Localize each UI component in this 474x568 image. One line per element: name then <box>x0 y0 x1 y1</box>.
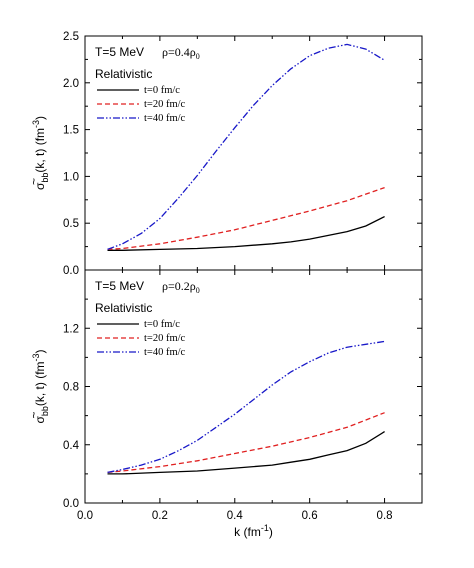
y-axis-label-tilde: ~ <box>27 411 41 418</box>
y-tick-label: 1.5 <box>63 125 79 137</box>
annotation-temperature: T=5 MeV <box>95 45 144 59</box>
x-tick-label: 0.8 <box>377 510 393 522</box>
series-line-t-0-fm-c <box>107 431 385 475</box>
y-axis-label-sup: -3 <box>31 120 41 128</box>
legend-label: t=20 fm/c <box>144 333 186 344</box>
legend-label: t=0 fm/c <box>144 319 180 330</box>
y-tick-label: 2.5 <box>63 31 79 43</box>
y-tick-label: 1.0 <box>63 171 79 183</box>
y-axis-label-symbol: σ <box>33 416 47 424</box>
legend-label: t=0 fm/c <box>144 85 180 96</box>
annotation-density-text: ρ=0.2ρ <box>162 279 196 293</box>
x-axis-label-close: ) <box>269 525 273 539</box>
y-axis-label-text: (k, t) (fm <box>33 128 47 173</box>
annotation-density: ρ=0.4ρ0 <box>162 45 200 61</box>
y-axis-label-tilde: ~ <box>27 178 41 185</box>
x-axis-label: k (fm-1) <box>234 523 273 539</box>
annotation-temperature: T=5 MeV <box>95 279 144 293</box>
series-line-t-40-fm-c <box>107 43 385 251</box>
annotation-density-sub: 0 <box>196 52 200 61</box>
x-tick-label: 0.2 <box>152 510 168 522</box>
y-axis-label: σbb(k, t) (fm-3) <box>31 116 50 190</box>
y-tick-label: 0.8 <box>63 382 79 394</box>
y-tick-label: 2.0 <box>63 78 79 90</box>
annotation-density-sub: 0 <box>196 286 200 295</box>
annotation-density: ρ=0.2ρ0 <box>162 279 200 295</box>
annotation-density-text: ρ=0.4ρ <box>162 45 196 59</box>
y-axis-label-sub: bb <box>40 173 50 183</box>
legend-label: t=40 fm/c <box>144 113 186 124</box>
series-line-t-20-fm-c <box>107 186 385 251</box>
y-axis-label: σbb(k, t) (fm-3) <box>31 349 50 423</box>
annotation-model: Relativistic <box>95 67 152 81</box>
y-axis-label-sub: bb <box>40 406 50 416</box>
series-line-t-40-fm-c <box>107 340 385 474</box>
y-axis-label-close: ) <box>33 349 47 353</box>
bottom-panel: 0.0 0.2 0.4 0.6 0.8 k (fm-1) 0.0 0.4 0.8 1.2 σbb(k… <box>27 269 423 539</box>
y-axis-label-symbol: σ <box>33 182 47 190</box>
y-tick-label: 0.0 <box>63 265 79 277</box>
legend-label: t=20 fm/c <box>144 99 186 110</box>
y-axis-label-sup: -3 <box>31 353 41 361</box>
x-axis-label-text: k (fm <box>234 525 261 539</box>
legend-label: t=40 fm/c <box>144 347 186 358</box>
y-axis-label-text: (k, t) (fm <box>33 361 47 406</box>
y-tick-label: 0.4 <box>63 440 80 452</box>
annotation-model: Relativistic <box>95 301 152 315</box>
y-tick-label: 0.5 <box>63 218 79 230</box>
x-tick-label: 0.4 <box>227 510 244 522</box>
y-axis-label-close: ) <box>33 116 47 120</box>
x-tick-label: 0.0 <box>77 510 93 522</box>
series-line-t-0-fm-c <box>107 216 385 251</box>
series-line-t-20-fm-c <box>107 412 385 474</box>
x-axis-label-sup: -1 <box>261 523 269 533</box>
y-tick-label: 0.0 <box>63 498 79 510</box>
y-tick-label: 1.2 <box>63 323 79 335</box>
x-tick-label: 0.6 <box>302 510 318 522</box>
